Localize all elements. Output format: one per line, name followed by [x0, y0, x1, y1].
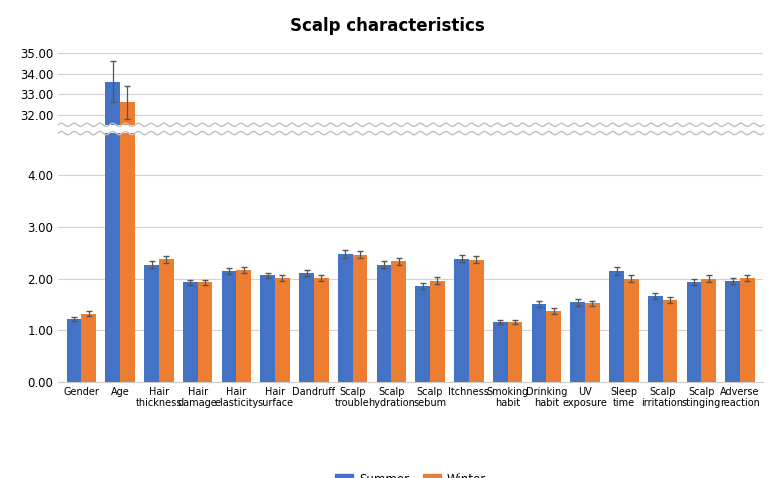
Bar: [648, 296, 663, 382]
Bar: [624, 279, 639, 382]
Legend: Summer, Winter: Summer, Winter: [331, 469, 491, 478]
Bar: [81, 314, 96, 382]
Bar: [454, 259, 469, 382]
Bar: [67, 319, 81, 382]
Text: Scalp characteristics: Scalp characteristics: [290, 17, 485, 35]
Bar: [198, 282, 212, 382]
Bar: [314, 278, 329, 382]
Bar: [222, 271, 236, 382]
Bar: [430, 281, 445, 382]
Bar: [144, 264, 159, 382]
Bar: [338, 254, 353, 382]
Bar: [260, 275, 275, 382]
Bar: [105, 82, 120, 478]
Bar: [391, 261, 406, 382]
Bar: [585, 304, 600, 382]
Bar: [508, 322, 522, 382]
Bar: [701, 279, 716, 382]
Bar: [415, 286, 430, 382]
Bar: [299, 273, 314, 382]
Bar: [120, 102, 135, 478]
Bar: [105, 0, 120, 382]
Bar: [493, 322, 508, 382]
Bar: [570, 303, 585, 382]
Bar: [353, 255, 367, 382]
Bar: [546, 311, 561, 382]
Bar: [377, 264, 391, 382]
Bar: [609, 271, 624, 382]
Bar: [532, 304, 546, 382]
Bar: [687, 282, 701, 382]
Bar: [159, 259, 174, 382]
Bar: [469, 260, 484, 382]
Bar: [725, 281, 740, 382]
Bar: [275, 278, 290, 382]
Bar: [740, 278, 755, 382]
Bar: [236, 270, 251, 382]
Bar: [120, 0, 135, 382]
Bar: [663, 300, 677, 382]
Bar: [183, 282, 198, 382]
